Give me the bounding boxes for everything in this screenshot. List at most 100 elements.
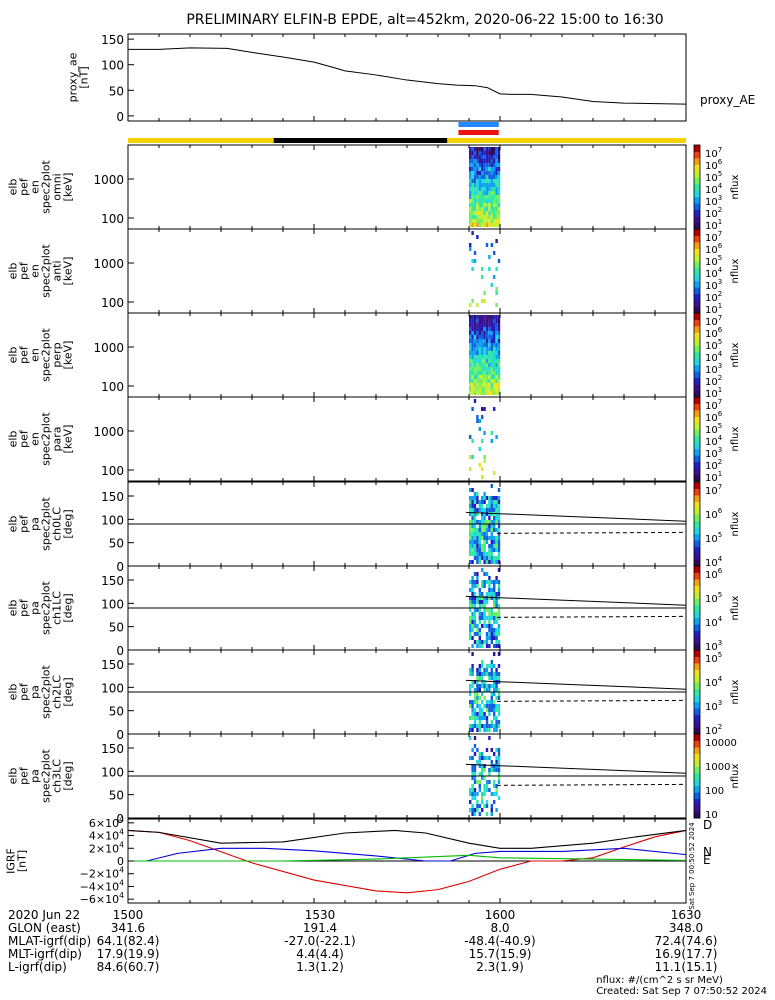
spectrogram-cell (481, 191, 484, 195)
spectrogram-cell (476, 351, 479, 355)
spectrogram-cell (481, 315, 484, 319)
spectrogram-cell (488, 175, 491, 179)
spectrogram-cell (497, 175, 501, 179)
colorbar-swatch (694, 578, 700, 586)
spectrogram-cell (471, 407, 474, 411)
spectrogram-cell (483, 315, 486, 319)
colorbar-swatch (694, 643, 700, 651)
spectrogram-cell (495, 435, 498, 439)
spectrogram-cell (485, 187, 489, 191)
spectrogram-cell (471, 748, 474, 752)
y-tick-label: 150 (101, 658, 124, 672)
spectrogram-cell (488, 712, 491, 716)
spectrogram-cell (483, 788, 486, 792)
spectrogram-cell (495, 760, 498, 764)
spectrogram-cell (481, 524, 484, 528)
spectrogram-cell (485, 780, 489, 784)
y-tick-label: 0 (116, 110, 124, 124)
colorbar-tick: 101 (705, 470, 722, 484)
spectrogram-cell (476, 608, 479, 612)
spectrogram-cell (483, 339, 486, 343)
spectrogram-cell (476, 640, 479, 644)
spectrogram-cell (490, 199, 493, 203)
y-tick-label: 2×104 (89, 840, 124, 855)
ylabel-line: elb (7, 263, 20, 280)
spectrogram-cell (473, 215, 477, 219)
spectrogram-cell (471, 636, 474, 640)
spectrogram-cell (478, 323, 481, 327)
spectrogram-cell (490, 664, 493, 668)
spectrogram-cell (469, 343, 472, 347)
spectrogram-cell (495, 175, 498, 179)
spectrogram-cell (497, 147, 501, 151)
spectrogram-cell (488, 367, 491, 371)
spectrogram-cell (481, 187, 484, 191)
spectrogram-cell (481, 532, 484, 536)
spectrogram-cell (488, 676, 491, 680)
spectrogram-cell (485, 163, 489, 167)
spectrogram-cell (473, 552, 477, 556)
spectrogram-cell (483, 407, 486, 411)
spectrogram-cell (497, 504, 501, 508)
spectrogram-cell (493, 147, 496, 151)
spectrogram-cell (476, 151, 479, 155)
spectrogram-cell (488, 556, 491, 560)
spectrogram-cell (481, 592, 484, 596)
colorbar-swatch (694, 209, 700, 217)
y-tick-label: 50 (109, 84, 124, 98)
spectrogram-cell (473, 147, 477, 151)
spectrogram-cell (483, 355, 486, 359)
spectrogram-cell (469, 528, 472, 532)
spectrogram-cell (490, 167, 493, 171)
spectrogram-cell (476, 552, 479, 556)
spectrogram-cell (469, 524, 472, 528)
spectrogram-cell (493, 331, 496, 335)
spectrogram-cell (483, 612, 486, 616)
spectrogram-cell (476, 556, 479, 560)
spectrogram-cell (490, 375, 493, 379)
spectrogram-cell (488, 756, 491, 760)
spectrogram-cell (476, 724, 479, 728)
y-tick-label: 100 (101, 380, 124, 394)
spectrogram-cell (476, 500, 479, 504)
spectrogram-cell (495, 616, 498, 620)
spectrogram-cell (495, 668, 498, 672)
timeline-segment (447, 138, 686, 143)
y-tick-label: 150 (101, 742, 124, 756)
spectrogram-cell (485, 351, 489, 355)
colorbar-swatch (694, 624, 700, 632)
spectrogram-cell (476, 684, 479, 688)
spectrogram-cell (471, 367, 474, 371)
spectrogram-cell (478, 724, 481, 728)
spectrogram-cell (476, 688, 479, 692)
loss-cone-dashed-line (496, 615, 687, 618)
spectrogram-cell (493, 327, 496, 331)
spectrogram-cell (476, 544, 479, 548)
spectrogram-cell (478, 163, 481, 167)
ylabel-line: proxy_ae (67, 52, 80, 102)
spectrogram-cell (497, 752, 501, 756)
ylabel-line: [deg] (62, 761, 75, 790)
spectrogram-cell (483, 496, 486, 500)
spectrogram-cell (481, 552, 484, 556)
spectrogram-cell (481, 155, 484, 159)
spectrogram-cell (493, 500, 496, 504)
spectrogram-cell (471, 203, 474, 207)
spectrogram-cell (488, 772, 491, 776)
ylabel-line: en (29, 180, 42, 194)
spectrogram-cell (483, 620, 486, 624)
spectrogram-cell (488, 548, 491, 552)
colorbar-tick: 104 (705, 615, 723, 629)
spectrogram-cell (469, 580, 472, 584)
spectrogram-cell (481, 211, 484, 215)
spectrogram-cell (478, 556, 481, 560)
spectrogram-cell (473, 548, 477, 552)
spectrogram-cell (485, 371, 489, 375)
colorbar-swatch (694, 313, 700, 320)
colorbar-swatch (694, 183, 700, 191)
spectrogram-cell (481, 275, 484, 279)
spectrogram-cell (481, 183, 484, 187)
spectrogram-cell (497, 532, 501, 536)
spectrogram-cell (497, 772, 501, 776)
